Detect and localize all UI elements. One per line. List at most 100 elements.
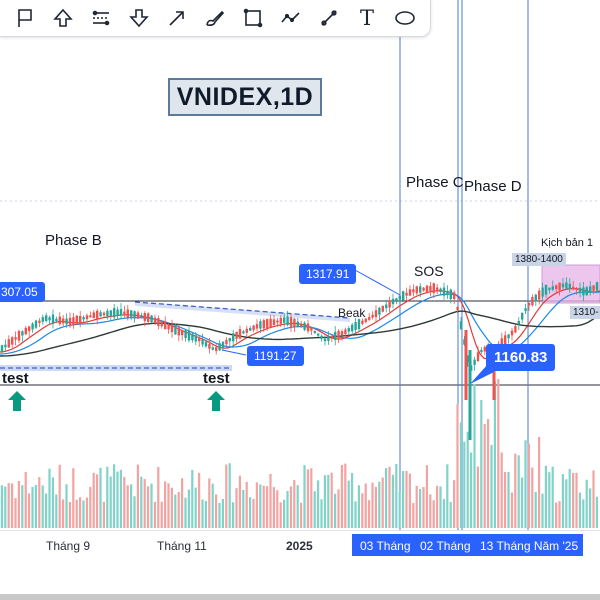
volume-bar bbox=[89, 486, 92, 528]
candle-body bbox=[592, 285, 595, 291]
candle-body bbox=[208, 343, 211, 349]
volume-bar bbox=[208, 478, 211, 528]
candle-body bbox=[136, 312, 140, 319]
candle-body bbox=[572, 286, 575, 289]
tool-text[interactable]: T bbox=[348, 1, 386, 35]
volume-bar bbox=[123, 476, 126, 528]
volume-bar bbox=[157, 466, 160, 528]
volume-bar bbox=[561, 474, 564, 528]
volume-bar bbox=[436, 485, 439, 528]
tool-flag[interactable] bbox=[6, 1, 44, 35]
candle-body bbox=[102, 312, 106, 316]
candle-body bbox=[177, 327, 180, 336]
volume-bar bbox=[357, 485, 360, 528]
candle-body bbox=[266, 319, 269, 329]
candle-body bbox=[422, 287, 425, 291]
axis-highlight-1: 03 Tháng bbox=[360, 539, 411, 553]
candle-body bbox=[85, 315, 89, 320]
candle-body bbox=[334, 331, 337, 341]
volume-bar bbox=[320, 499, 323, 528]
volume-bar bbox=[181, 478, 184, 528]
candle-body bbox=[150, 315, 153, 323]
candle-body bbox=[340, 331, 344, 336]
trend-line-top bbox=[134, 301, 351, 319]
candle-body bbox=[11, 337, 14, 345]
volume-bar bbox=[317, 480, 320, 528]
candle-body bbox=[582, 287, 585, 296]
tool-brush[interactable] bbox=[196, 1, 234, 35]
candle-body bbox=[534, 294, 537, 302]
volume-bar bbox=[517, 455, 520, 528]
volume-bar bbox=[143, 479, 146, 528]
candle-body bbox=[436, 287, 439, 291]
candle-body bbox=[300, 323, 303, 327]
tool-path[interactable] bbox=[272, 1, 310, 35]
volume-bar bbox=[300, 502, 303, 528]
volume-bar bbox=[7, 483, 10, 528]
candle-body bbox=[595, 282, 599, 291]
candle-body bbox=[221, 341, 225, 348]
volume-bar bbox=[504, 472, 507, 528]
candle-body bbox=[374, 310, 378, 318]
volume-bar bbox=[531, 467, 534, 528]
candle-body bbox=[306, 323, 310, 332]
candle-body bbox=[28, 326, 31, 332]
volume-bar bbox=[391, 474, 394, 528]
price-tag-1317[interactable]: 1317.91 bbox=[299, 264, 357, 284]
volume-bar bbox=[96, 474, 99, 528]
tool-channel[interactable] bbox=[82, 1, 120, 35]
volume-bar bbox=[334, 493, 337, 528]
tool-arrow-up[interactable] bbox=[44, 1, 82, 35]
tool-ellipse[interactable] bbox=[386, 1, 424, 35]
volume-bar bbox=[140, 476, 143, 528]
candle-body bbox=[419, 286, 422, 293]
candle-body bbox=[272, 319, 276, 326]
volume-bar bbox=[194, 487, 197, 528]
axis-highlight bbox=[352, 534, 583, 556]
price-tag-1191[interactable]: 1191.27 bbox=[247, 346, 304, 366]
candle-body bbox=[75, 315, 78, 325]
volume-bar bbox=[551, 466, 554, 528]
volume-bar bbox=[218, 502, 221, 528]
candle-body bbox=[303, 322, 306, 330]
volume-bar bbox=[340, 465, 343, 528]
price-chart[interactable] bbox=[0, 0, 600, 530]
tool-rectangle[interactable] bbox=[234, 1, 272, 35]
volume-bar bbox=[514, 453, 517, 528]
horizontal-scrollbar[interactable] bbox=[0, 594, 600, 600]
volume-bar bbox=[191, 469, 194, 528]
volume-bar bbox=[466, 431, 469, 528]
tool-trend-line[interactable] bbox=[310, 1, 348, 35]
tool-arrow[interactable] bbox=[158, 1, 196, 35]
volume-bar bbox=[313, 491, 316, 528]
volume-bar bbox=[82, 500, 85, 528]
volume-bar bbox=[490, 444, 493, 528]
volume-bar bbox=[272, 487, 275, 528]
arrow-icon bbox=[169, 11, 184, 26]
volume-bar bbox=[242, 489, 245, 528]
volume-bar bbox=[130, 484, 133, 528]
volume-bar bbox=[65, 484, 68, 528]
axis-label-2025: 2025 bbox=[286, 539, 313, 553]
volume-bar bbox=[249, 497, 252, 528]
candle-body bbox=[468, 350, 472, 440]
volume-bar bbox=[429, 494, 432, 528]
volume-bar bbox=[306, 469, 309, 528]
volume-bar bbox=[283, 499, 286, 528]
candle-body bbox=[575, 287, 578, 291]
volume-bar bbox=[303, 465, 306, 528]
candle-body bbox=[521, 312, 524, 320]
volume-bar bbox=[541, 493, 544, 528]
volume-bar bbox=[480, 399, 483, 528]
time-axis[interactable]: Tháng 9 Tháng 11 2025 03 Tháng 02 Tháng … bbox=[0, 530, 600, 559]
candle-body bbox=[391, 298, 395, 305]
candle-body bbox=[531, 296, 534, 306]
volume-bar bbox=[385, 468, 388, 528]
price-tag-1160[interactable]: 1160.83 bbox=[486, 344, 556, 371]
candle-body bbox=[466, 355, 469, 363]
tool-arrow-down[interactable] bbox=[120, 1, 158, 35]
candle-body bbox=[119, 309, 123, 316]
price-tag-1307[interactable]: 307.05 bbox=[0, 282, 45, 302]
candle-body bbox=[170, 325, 174, 333]
volume-bar bbox=[68, 502, 71, 528]
